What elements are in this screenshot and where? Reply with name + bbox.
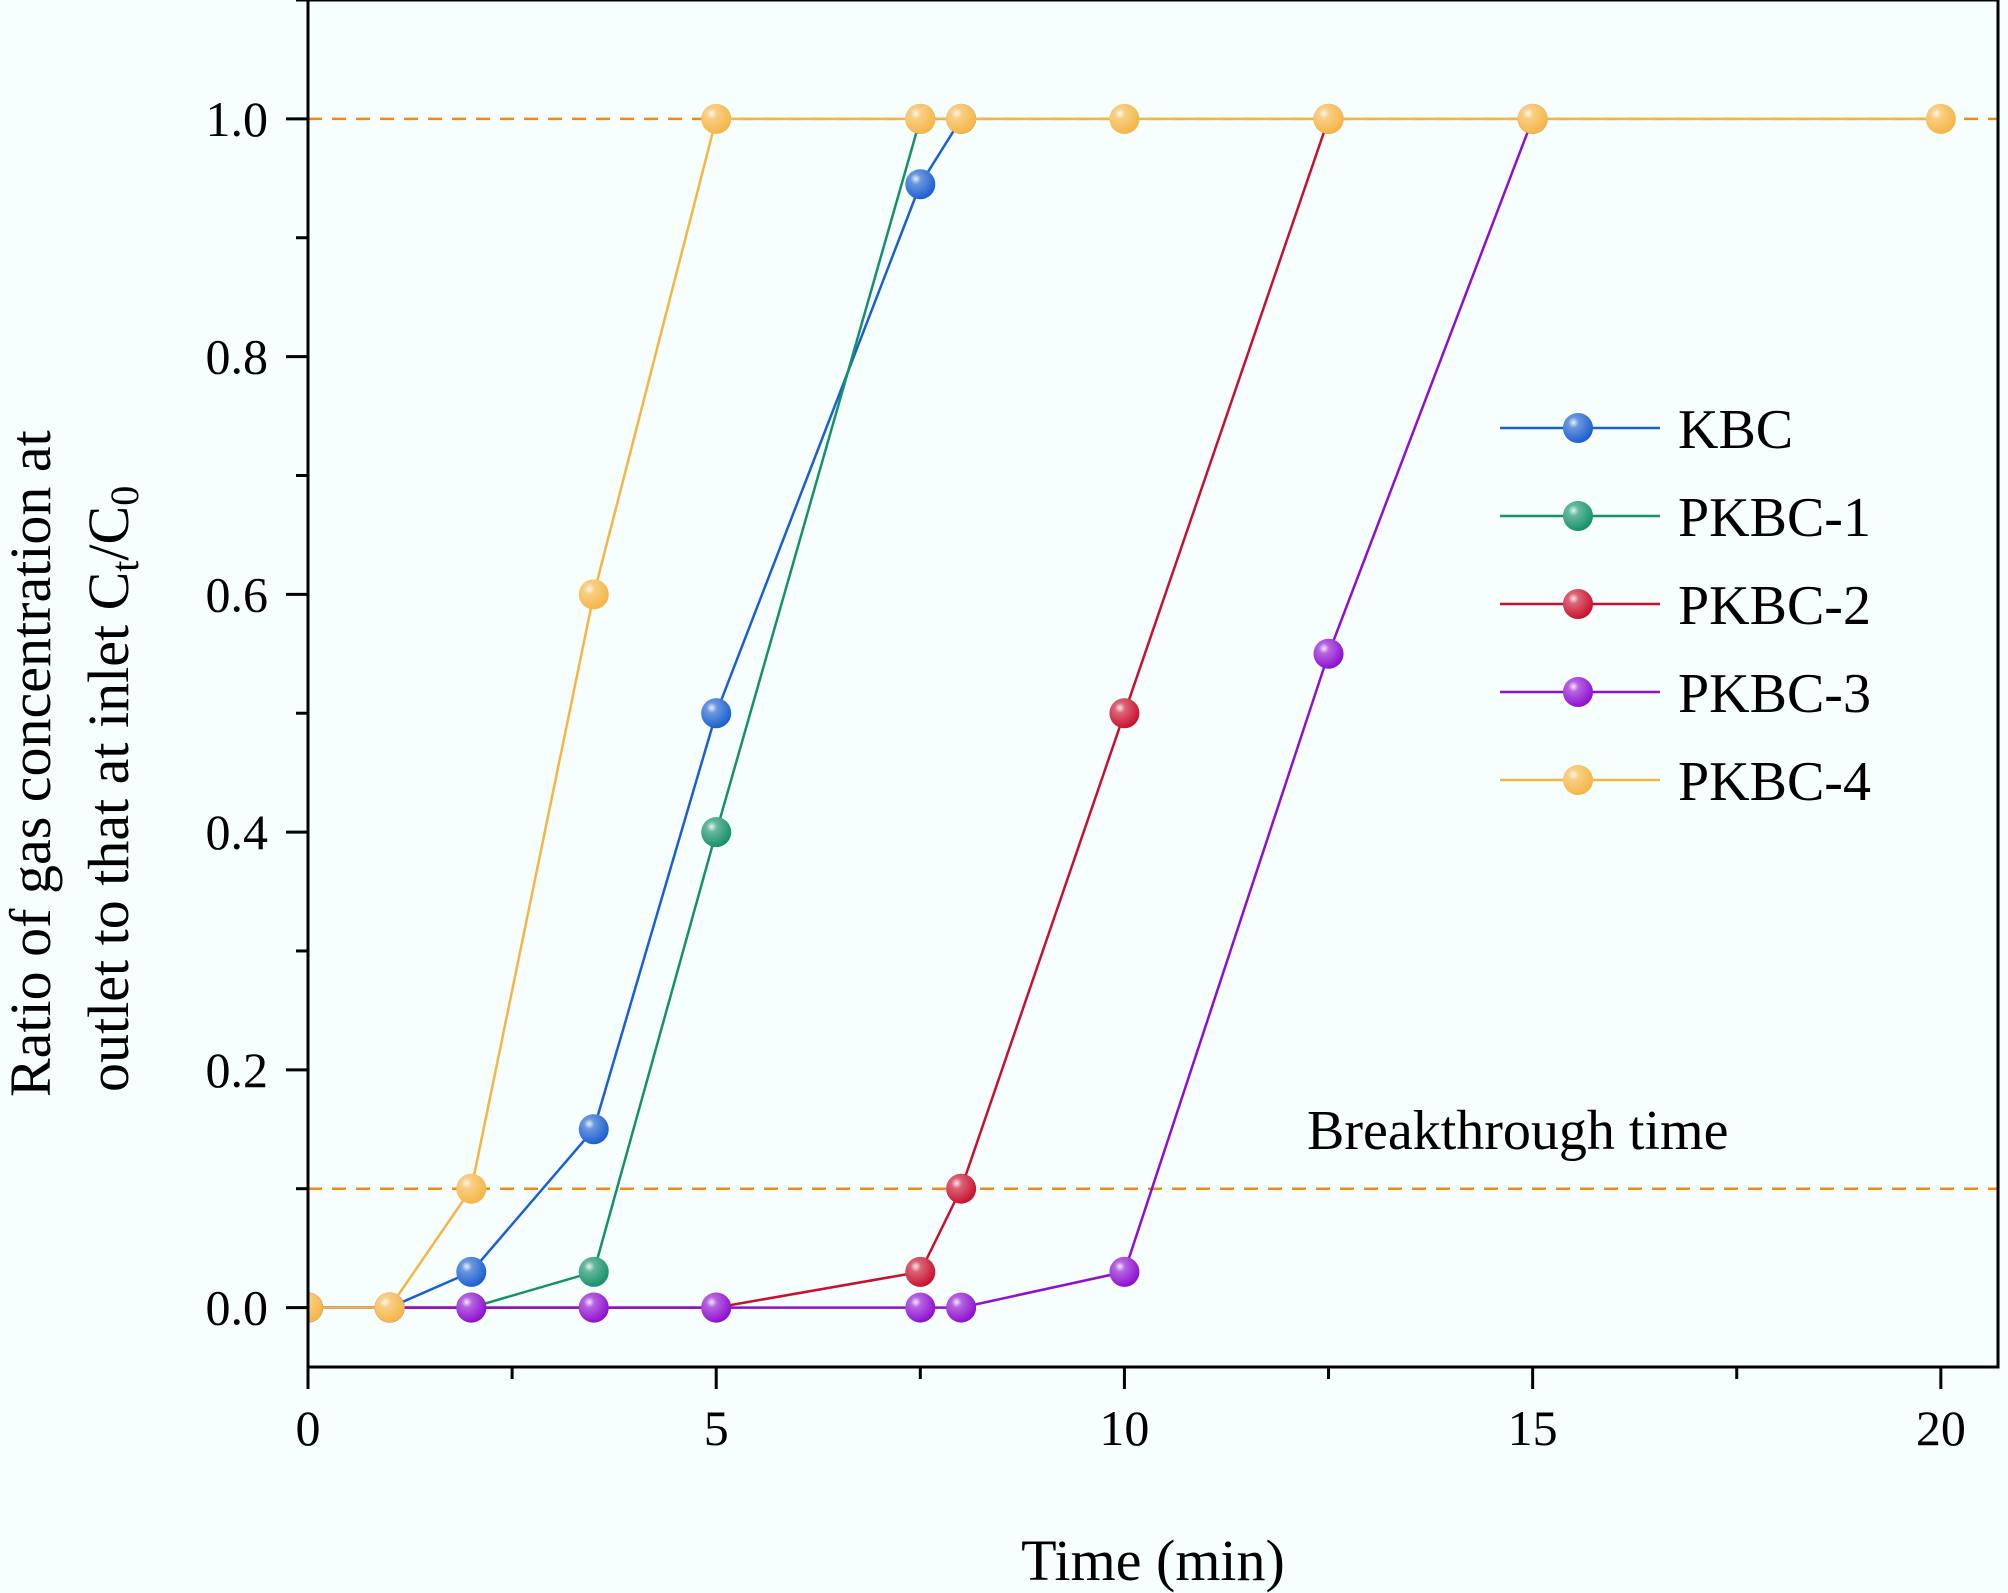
- data-point-shine: [578, 1256, 609, 1287]
- data-point-pkbc-4: [905, 103, 936, 134]
- series-layer: [308, 103, 1956, 1323]
- legend-item-pkbc-1: PKBC-1: [1500, 487, 1871, 549]
- data-point-pkbc-1: [701, 817, 732, 848]
- legend-label: PKBC-3: [1678, 663, 1871, 725]
- data-point-shine: [905, 1256, 936, 1287]
- data-point-pkbc-4: [374, 1292, 405, 1323]
- data-point-shine: [1517, 103, 1548, 134]
- data-point-shine: [1313, 638, 1344, 669]
- legend-marker-shine: [1563, 413, 1593, 443]
- legend-marker-shine: [1563, 589, 1593, 619]
- data-point-pkbc-4: [578, 579, 609, 610]
- y-tick-label: 0.2: [206, 1042, 269, 1098]
- data-point-shine: [578, 1114, 609, 1145]
- data-point-pkbc-2: [946, 1173, 977, 1204]
- data-point-pkbc-4: [1925, 103, 1956, 134]
- y-tick-label: 0.4: [206, 804, 269, 860]
- data-point-shine: [905, 1292, 936, 1323]
- data-point-shine: [456, 1292, 487, 1323]
- y-axis-title-line1: Ratio of gas concentration at: [0, 430, 63, 1097]
- data-point-pkbc-2: [1109, 698, 1140, 729]
- data-point-pkbc-2: [905, 1256, 936, 1287]
- y-axis-title: Ratio of gas concentration at outlet to …: [0, 430, 147, 1097]
- data-point-shine: [308, 1292, 323, 1323]
- data-point-pkbc-4: [456, 1173, 487, 1204]
- x-tick-label: 10: [1099, 1400, 1149, 1456]
- data-point-shine: [946, 1173, 977, 1204]
- legend-label: KBC: [1678, 399, 1793, 461]
- series-pkbc-4: [308, 103, 1956, 1323]
- y-tick-label: 0.6: [206, 566, 269, 622]
- y-axis: 0.0 0.2 0.4 0.6 0.8 1.0: [206, 0, 308, 1336]
- data-point-shine: [1313, 103, 1344, 134]
- data-point-pkbc-4: [1109, 103, 1140, 134]
- data-point-kbc: [905, 169, 936, 200]
- data-point-pkbc-4: [946, 103, 977, 134]
- data-point-shine: [456, 1173, 487, 1204]
- data-point-shine: [701, 698, 732, 729]
- data-point-pkbc-3: [905, 1292, 936, 1323]
- data-point-shine: [1109, 103, 1140, 134]
- data-point-pkbc-4: [1313, 103, 1344, 134]
- data-point-shine: [905, 103, 936, 134]
- x-axis-title: Time (min): [1021, 1528, 1285, 1593]
- data-point-pkbc-4: [701, 103, 732, 134]
- data-point-shine: [701, 817, 732, 848]
- plot-frame: [306, 0, 2000, 1369]
- data-point-shine: [456, 1256, 487, 1287]
- data-point-kbc: [701, 698, 732, 729]
- x-tick-label: 0: [296, 1400, 321, 1456]
- legend-item-pkbc-4: PKBC-4: [1500, 751, 1871, 813]
- data-point-pkbc-3: [946, 1292, 977, 1323]
- data-point-shine: [578, 579, 609, 610]
- legend-marker-shine: [1563, 677, 1593, 707]
- data-point-shine: [905, 169, 936, 200]
- legend-item-pkbc-3: PKBC-3: [1500, 663, 1871, 725]
- legend-label: PKBC-4: [1678, 751, 1871, 813]
- y-tick-label: 0.8: [206, 329, 269, 385]
- y-axis-title-line2: outlet to that at inlet Ct/C0: [76, 486, 147, 1092]
- data-point-shine: [701, 1292, 732, 1323]
- series-line-pkbc-3: [308, 118, 1534, 1309]
- breakthrough-annotation: Breakthrough time: [1307, 1100, 1728, 1162]
- y-tick-label: 1.0: [206, 91, 269, 147]
- data-point-pkbc-3: [578, 1292, 609, 1323]
- x-tick-label: 5: [704, 1400, 729, 1456]
- legend-label: PKBC-2: [1678, 575, 1871, 637]
- data-point-shine: [1109, 698, 1140, 729]
- legend-item-kbc: KBC: [1500, 399, 1793, 461]
- legend-marker-shine: [1563, 501, 1593, 531]
- x-tick-label: 15: [1508, 1400, 1558, 1456]
- data-point-kbc: [456, 1256, 487, 1287]
- y-tick-label: 0.0: [206, 1280, 269, 1336]
- data-point-pkbc-4: [308, 1292, 323, 1323]
- legend-item-pkbc-2: PKBC-2: [1500, 575, 1871, 637]
- data-point-shine: [1109, 1256, 1140, 1287]
- data-point-shine: [946, 103, 977, 134]
- x-axis: 0 5 10 15 20: [296, 1367, 1966, 1456]
- data-point-pkbc-3: [701, 1292, 732, 1323]
- data-point-pkbc-4: [1517, 103, 1548, 134]
- data-point-shine: [946, 1292, 977, 1323]
- x-tick-label: 20: [1916, 1400, 1966, 1456]
- data-point-pkbc-3: [1109, 1256, 1140, 1287]
- legend-label: PKBC-1: [1678, 487, 1871, 549]
- legend: KBC PKBC-1 PKBC-2 PKBC-3 PKBC-4: [1500, 399, 1871, 813]
- legend-marker-shine: [1563, 765, 1593, 795]
- data-point-shine: [578, 1292, 609, 1323]
- data-point-kbc: [578, 1114, 609, 1145]
- data-point-pkbc-1: [578, 1256, 609, 1287]
- data-point-shine: [1925, 103, 1956, 134]
- data-point-shine: [701, 103, 732, 134]
- data-point-pkbc-3: [456, 1292, 487, 1323]
- data-point-pkbc-3: [1313, 638, 1344, 669]
- data-point-shine: [374, 1292, 405, 1323]
